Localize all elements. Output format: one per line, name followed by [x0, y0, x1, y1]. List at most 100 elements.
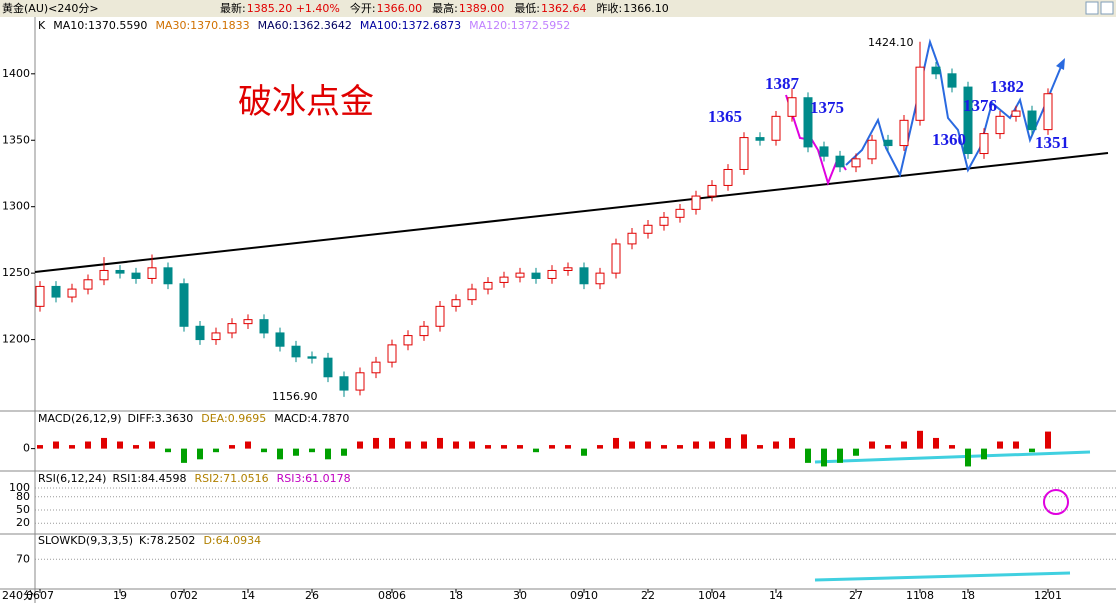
- macd-bar: [261, 448, 267, 453]
- macd-bar: [85, 441, 91, 449]
- macd-bar: [389, 437, 395, 449]
- candle-body: [1011, 110, 1021, 117]
- divergence-line: [814, 571, 1071, 582]
- macd-bar: [837, 448, 843, 463]
- y-tick-label: 1300: [2, 200, 30, 213]
- macd-bar: [805, 448, 811, 463]
- quote-label: 最新:: [220, 1, 246, 15]
- candle-body: [35, 285, 45, 307]
- y-tick-label: 1400: [2, 67, 30, 80]
- quote-label: 昨收:: [597, 1, 623, 15]
- candle-body: [739, 137, 749, 170]
- x-tick-label: 14: [241, 589, 255, 602]
- candle-body: [483, 281, 493, 290]
- candle-body: [883, 139, 893, 147]
- symbol: 黄金(AU)<240分>: [2, 1, 99, 15]
- candle-body: [691, 195, 701, 210]
- x-tick-label: 0702: [170, 589, 198, 602]
- x-tick-label: 27: [849, 589, 863, 602]
- rsi-label: RSI(6,12,24): [38, 472, 106, 485]
- x-tick-label: 19: [113, 589, 127, 602]
- macd-bar: [725, 437, 731, 449]
- macd-bar: [421, 441, 427, 449]
- macd-bar: [741, 434, 747, 449]
- y-tick-label: 1350: [2, 133, 30, 146]
- macd-bar: [357, 441, 363, 449]
- candle-body: [867, 139, 877, 160]
- x-tick-label: 0607: [26, 589, 54, 602]
- macd-bar: [709, 441, 715, 449]
- candle-body: [83, 279, 93, 290]
- stat-label: MA60:1362.3642: [258, 19, 352, 32]
- macd-bar: [181, 448, 187, 463]
- annotation: 1365: [708, 107, 742, 126]
- macd-bar: [581, 448, 587, 456]
- quote-value: 1389.00: [459, 2, 505, 15]
- quote-label: 今开:: [350, 1, 376, 15]
- candle-body: [931, 66, 941, 75]
- y-tick-label: 1250: [2, 266, 30, 279]
- candle-body: [339, 376, 349, 391]
- candle-body: [627, 232, 637, 245]
- x-tick-label: 22: [641, 589, 655, 602]
- rsi-tick-label: 100: [9, 481, 30, 494]
- macd-bar: [965, 448, 971, 467]
- candle-body: [147, 267, 157, 279]
- stat-label: K: [38, 19, 46, 32]
- period-label: 240分: [2, 589, 34, 602]
- candle-body: [979, 133, 989, 155]
- candle-body: [307, 356, 317, 359]
- candle-body: [707, 184, 717, 197]
- macd-bar: [757, 445, 763, 449]
- macd-bar: [869, 441, 875, 449]
- macd-bar: [453, 441, 459, 449]
- macd-bar: [1045, 431, 1051, 449]
- annotation: 1382: [990, 77, 1024, 96]
- candle-body: [563, 267, 573, 271]
- candle-body: [1043, 93, 1053, 131]
- highlight-circle: [1043, 489, 1069, 515]
- candle-body: [371, 361, 381, 374]
- macd-bar: [997, 441, 1003, 449]
- stat-label: RSI2:71.0516: [195, 472, 269, 485]
- toolbar-button[interactable]: [1085, 1, 1099, 15]
- quote-value: 1385.20 +1.40%: [247, 2, 340, 15]
- macd-bar: [213, 448, 219, 453]
- toolbar-button[interactable]: [1100, 1, 1114, 15]
- quote-value: 1366.00: [377, 2, 423, 15]
- macd-bar: [133, 445, 139, 449]
- macd-bar: [677, 445, 683, 449]
- macd-bar: [485, 445, 491, 449]
- candle-body: [851, 158, 861, 168]
- stat-label: K:78.2502: [139, 534, 195, 547]
- candle-body: [259, 319, 269, 334]
- candle-body: [963, 86, 973, 155]
- quote-value: 1366.10: [623, 2, 669, 15]
- candle-body: [435, 305, 445, 327]
- candle-body: [163, 267, 173, 285]
- candle-body: [275, 332, 285, 347]
- trendline: [34, 152, 1109, 273]
- candle-body: [291, 345, 301, 358]
- macd-tick-label: 0: [23, 442, 30, 455]
- macd-bar: [981, 448, 987, 460]
- chart-title: 破冰点金: [238, 82, 374, 122]
- kd-label: SLOWKD(9,3,3,5): [38, 534, 133, 547]
- candle-body: [643, 224, 653, 234]
- x-tick-label: 0806: [378, 589, 406, 602]
- stat-label: RSI1:84.4598: [112, 472, 186, 485]
- macd-bar: [1013, 441, 1019, 449]
- kd-tick-label: 70: [16, 552, 30, 565]
- candle-body: [227, 323, 237, 334]
- candle-body: [323, 357, 333, 378]
- candle-body: [835, 155, 845, 168]
- macd-bar: [613, 437, 619, 449]
- quote-value: 1362.64: [541, 2, 587, 15]
- macd-bar: [469, 441, 475, 449]
- candle-body: [179, 283, 189, 327]
- candle-body: [387, 344, 397, 363]
- macd-bar: [229, 445, 235, 449]
- candle-body: [67, 288, 77, 298]
- quote-label: 最高:: [432, 1, 458, 15]
